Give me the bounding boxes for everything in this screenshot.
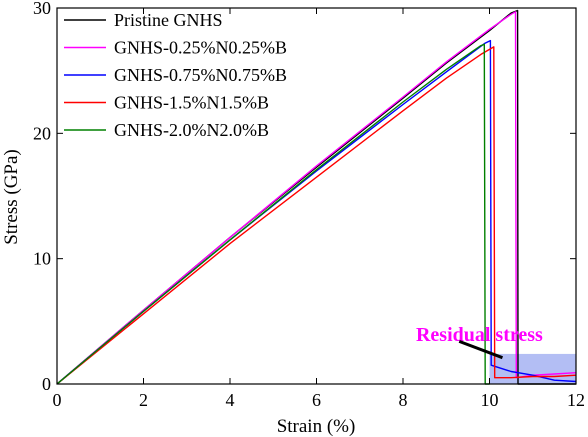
legend-label-3: GNHS-1.5%N1.5%B <box>114 93 269 113</box>
x-tick-label-1: 2 <box>139 390 148 410</box>
y-axis-label: Stress (GPa) <box>1 149 22 245</box>
x-tick-label-2: 4 <box>226 390 235 410</box>
annotation-layer: Residual stress <box>416 324 543 360</box>
series-layer <box>56 9 577 385</box>
x-axis-label: Strain (%) <box>277 416 356 437</box>
series-line-4 <box>56 43 490 385</box>
y-tick-label-0: 0 <box>42 374 51 394</box>
annotation-pointer-line <box>458 339 504 360</box>
tick-layer: 0 2 4 6 8 10 12 0 10 20 30 <box>33 0 585 410</box>
y-tick-label-1: 10 <box>33 249 51 269</box>
y-tick-label-3: 30 <box>33 0 51 18</box>
legend-label-0: Pristine GNHS <box>114 10 223 30</box>
x-tick-label-6: 12 <box>567 390 585 410</box>
series-line-3 <box>56 46 577 385</box>
x-tick-label-0: 0 <box>53 390 62 410</box>
y-tick-label-2: 20 <box>33 123 51 143</box>
legend-label-1: GNHS-0.25%N0.25%B <box>114 38 287 58</box>
x-tick-label-5: 10 <box>481 390 499 410</box>
x-tick-label-4: 8 <box>399 390 408 410</box>
legend-label-4: GNHS-2.0%N2.0%B <box>114 120 269 140</box>
legend: Pristine GNHS GNHS-0.25%N0.25%B GNHS-0.75%… <box>64 10 287 140</box>
annotation-text-0: Residual stress <box>416 324 543 346</box>
x-tick-label-3: 6 <box>312 390 321 410</box>
legend-label-2: GNHS-0.75%N0.75%B <box>114 65 287 85</box>
